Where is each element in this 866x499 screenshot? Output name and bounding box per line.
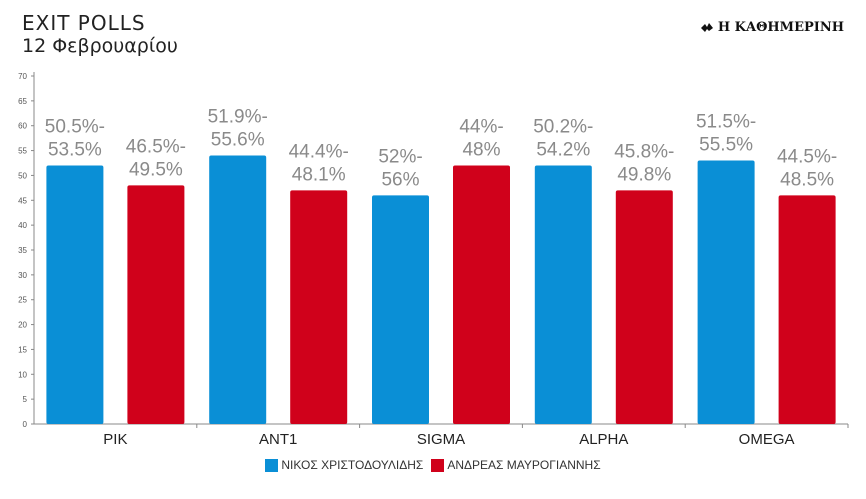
bar-1 [209, 155, 267, 425]
chart-title: EXIT POLLS [22, 11, 146, 35]
legend-swatch-series2 [431, 458, 445, 472]
data-label: 50.5%- [45, 116, 105, 137]
legend: ΝΙΚΟΣ ΧΡΙΣΤΟΔΟΥΛΙΔΗΣ ΑΝΔΡΕΑΣ ΜΑΥΡΟΓΙΑΝΝΗ… [0, 458, 866, 472]
data-label: 44.4%- [289, 141, 349, 162]
bar-2 [127, 185, 185, 424]
y-tick-label: 25 [18, 296, 27, 305]
bar-1 [697, 160, 755, 424]
y-tick-label: 30 [18, 271, 27, 280]
data-label: 45.8%- [614, 141, 674, 162]
legend-label-series1: ΝΙΚΟΣ ΧΡΙΣΤΟΔΟΥΛΙΔΗΣ [281, 458, 424, 472]
bar-1 [46, 165, 104, 424]
y-tick-label: 35 [18, 246, 27, 255]
logo-emblem-icon [700, 22, 713, 32]
y-tick-label: 15 [18, 345, 27, 354]
data-label: 48.1% [292, 164, 346, 185]
legend-item-series2: ΑΝΔΡΕΑΣ ΜΑΥΡΟΓΙΑΝΝΗΣ [431, 458, 601, 472]
bar-1 [372, 195, 429, 424]
data-label: 48.5% [780, 169, 834, 190]
y-tick-label: 50 [18, 171, 27, 180]
y-tick-label: 40 [18, 221, 27, 230]
data-label: 44.5%- [777, 146, 837, 167]
data-label: 54.2% [536, 139, 590, 160]
x-tick-label: OMEGA [739, 431, 795, 448]
x-tick-label: SIGMA [417, 431, 465, 448]
data-label: 50.2%- [533, 116, 593, 137]
bar-2 [615, 190, 673, 424]
data-label: 49.8% [617, 164, 671, 185]
bar-2 [778, 195, 836, 424]
x-tick-label: PIK [103, 431, 127, 448]
y-tick-label: 20 [18, 321, 27, 330]
bar-2 [453, 165, 510, 424]
legend-swatch-series1 [265, 458, 279, 472]
y-tick-label: 70 [18, 72, 27, 81]
bar-1 [534, 165, 592, 424]
data-label: 48% [462, 139, 500, 160]
legend-label-series2: ΑΝΔΡΕΑΣ ΜΑΥΡΟΓΙΑΝΝΗΣ [447, 458, 601, 472]
data-label: 46.5%- [126, 136, 186, 157]
bar-2 [290, 190, 348, 424]
data-label: 49.5% [129, 159, 183, 180]
data-label: 51.9%- [208, 107, 268, 128]
y-tick-label: 0 [23, 420, 28, 429]
data-label: 56% [381, 169, 419, 190]
data-label: 44%- [459, 116, 503, 137]
data-label: 55.6% [211, 130, 265, 151]
chart-subtitle: 12 Φεβρουαρίου [22, 35, 178, 57]
data-label: 53.5% [48, 139, 102, 160]
y-tick-label: 45 [18, 196, 27, 205]
x-tick-label: ALPHA [579, 431, 628, 448]
data-label: 51.5%- [696, 112, 756, 133]
y-tick-label: 60 [18, 122, 27, 131]
data-label: 55.5% [699, 135, 753, 156]
y-tick-label: 10 [18, 370, 27, 379]
x-tick-label: ANT1 [259, 431, 297, 448]
publisher-logo: Η ΚΑΘΗΜΕΡΙΝΗ [700, 20, 844, 35]
legend-item-series1: ΝΙΚΟΣ ΧΡΙΣΤΟΔΟΥΛΙΔΗΣ [265, 458, 423, 472]
y-tick-label: 5 [23, 395, 28, 404]
y-tick-label: 65 [18, 97, 27, 106]
y-tick-label: 55 [18, 147, 27, 156]
logo-text: Η ΚΑΘΗΜΕΡΙΝΗ [717, 20, 844, 35]
data-label: 52%- [378, 146, 422, 167]
